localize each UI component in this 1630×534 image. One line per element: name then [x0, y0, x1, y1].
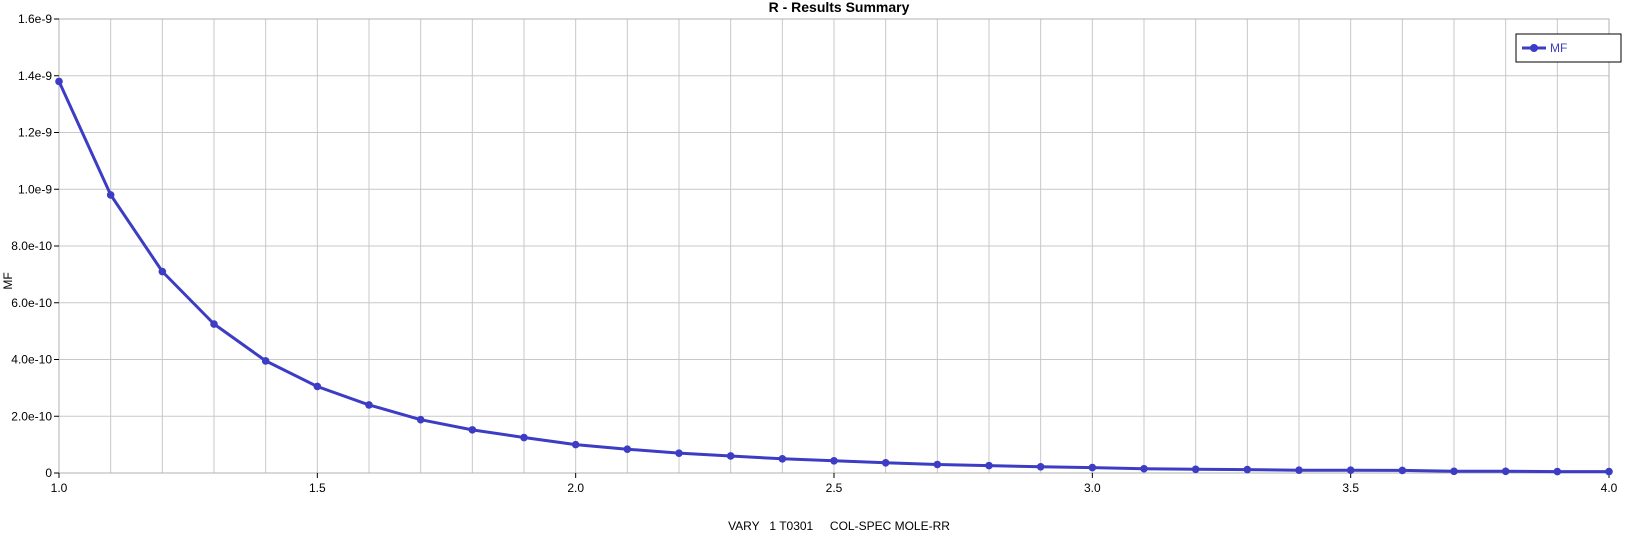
x-tick-label: 3.0	[1084, 481, 1101, 495]
legend-marker-mf	[1530, 44, 1538, 52]
data-point	[55, 77, 63, 86]
data-point	[468, 426, 477, 434]
data-point	[985, 461, 993, 470]
data-point	[1346, 466, 1355, 474]
y-tick-label: 1.0e-9	[18, 182, 52, 196]
data-point	[158, 267, 167, 276]
data-point	[726, 452, 735, 460]
x-tick-label: 1.5	[309, 481, 326, 495]
legend[interactable]: MF	[1515, 33, 1622, 63]
legend-label-mf: MF	[1550, 41, 1567, 55]
data-point	[313, 382, 322, 391]
x-tick-label: 1.0	[51, 481, 68, 495]
data-point	[623, 445, 632, 453]
data-point	[1295, 466, 1303, 474]
y-tick-label: 0	[45, 466, 52, 480]
data-point	[830, 456, 838, 465]
series-mf	[55, 77, 1613, 476]
data-point	[1191, 465, 1200, 474]
data-point	[520, 433, 528, 442]
data-point	[1036, 462, 1045, 471]
y-axis-label: MF	[1, 272, 15, 289]
data-point	[261, 357, 270, 365]
data-point	[1605, 467, 1613, 476]
x-tick-label: 4.0	[1601, 481, 1618, 495]
x-tick-label: 2.0	[567, 481, 584, 495]
y-axis: 0 2.0e-10 4.0e-10 6.0e-10 8.0e-10 1.0e-9 1.2e-…	[11, 12, 59, 480]
grid-lines	[58, 18, 1610, 474]
data-point	[571, 440, 580, 449]
data-point	[1140, 464, 1148, 473]
data-point	[1088, 463, 1097, 472]
chart-title: R - Results Summary	[769, 0, 910, 15]
x-tick-label: 3.5	[1342, 481, 1359, 495]
data-point	[416, 415, 425, 424]
y-tick-label: 8.0e-10	[11, 239, 52, 253]
y-tick-label: 6.0e-10	[11, 296, 52, 310]
data-point	[933, 460, 942, 469]
data-point	[1243, 465, 1252, 474]
x-axis-label: VARY 1 T0301 COL-SPEC MOLE-RR	[728, 519, 950, 533]
y-tick-label: 1.2e-9	[18, 126, 52, 140]
data-point	[778, 455, 787, 463]
y-tick-label: 1.6e-9	[18, 12, 52, 26]
data-point	[106, 191, 115, 199]
data-point	[675, 449, 683, 457]
data-point	[365, 401, 373, 409]
y-tick-label: 2.0e-10	[11, 409, 52, 423]
data-point	[1450, 467, 1458, 476]
y-tick-label: 1.4e-9	[18, 69, 52, 83]
data-point	[1501, 467, 1510, 476]
x-axis: 1.0 1.5 2.0 2.5 3.0 3.5 4.0	[51, 473, 1618, 495]
x-tick-label: 2.5	[826, 481, 843, 495]
y-tick-label: 4.0e-10	[11, 353, 52, 367]
data-point	[1553, 467, 1562, 476]
data-point	[210, 320, 218, 328]
data-point	[1398, 466, 1407, 475]
data-point	[881, 458, 890, 467]
